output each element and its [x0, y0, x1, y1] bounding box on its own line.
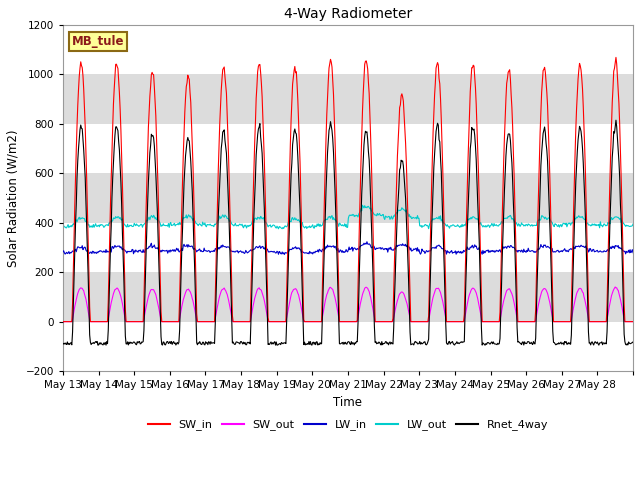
Bar	[63, 25, 633, 74]
Title: 4-Way Radiometer: 4-Way Radiometer	[284, 7, 412, 21]
Bar	[63, 124, 633, 173]
Bar	[63, 74, 633, 124]
Legend: SW_in, SW_out, LW_in, LW_out, Rnet_4way: SW_in, SW_out, LW_in, LW_out, Rnet_4way	[143, 415, 553, 435]
Bar	[63, 223, 633, 272]
Text: MB_tule: MB_tule	[72, 35, 124, 48]
Bar	[63, 322, 633, 371]
Y-axis label: Solar Radiation (W/m2): Solar Radiation (W/m2)	[7, 129, 20, 267]
Bar	[63, 173, 633, 223]
X-axis label: Time: Time	[333, 396, 362, 408]
Bar	[63, 272, 633, 322]
